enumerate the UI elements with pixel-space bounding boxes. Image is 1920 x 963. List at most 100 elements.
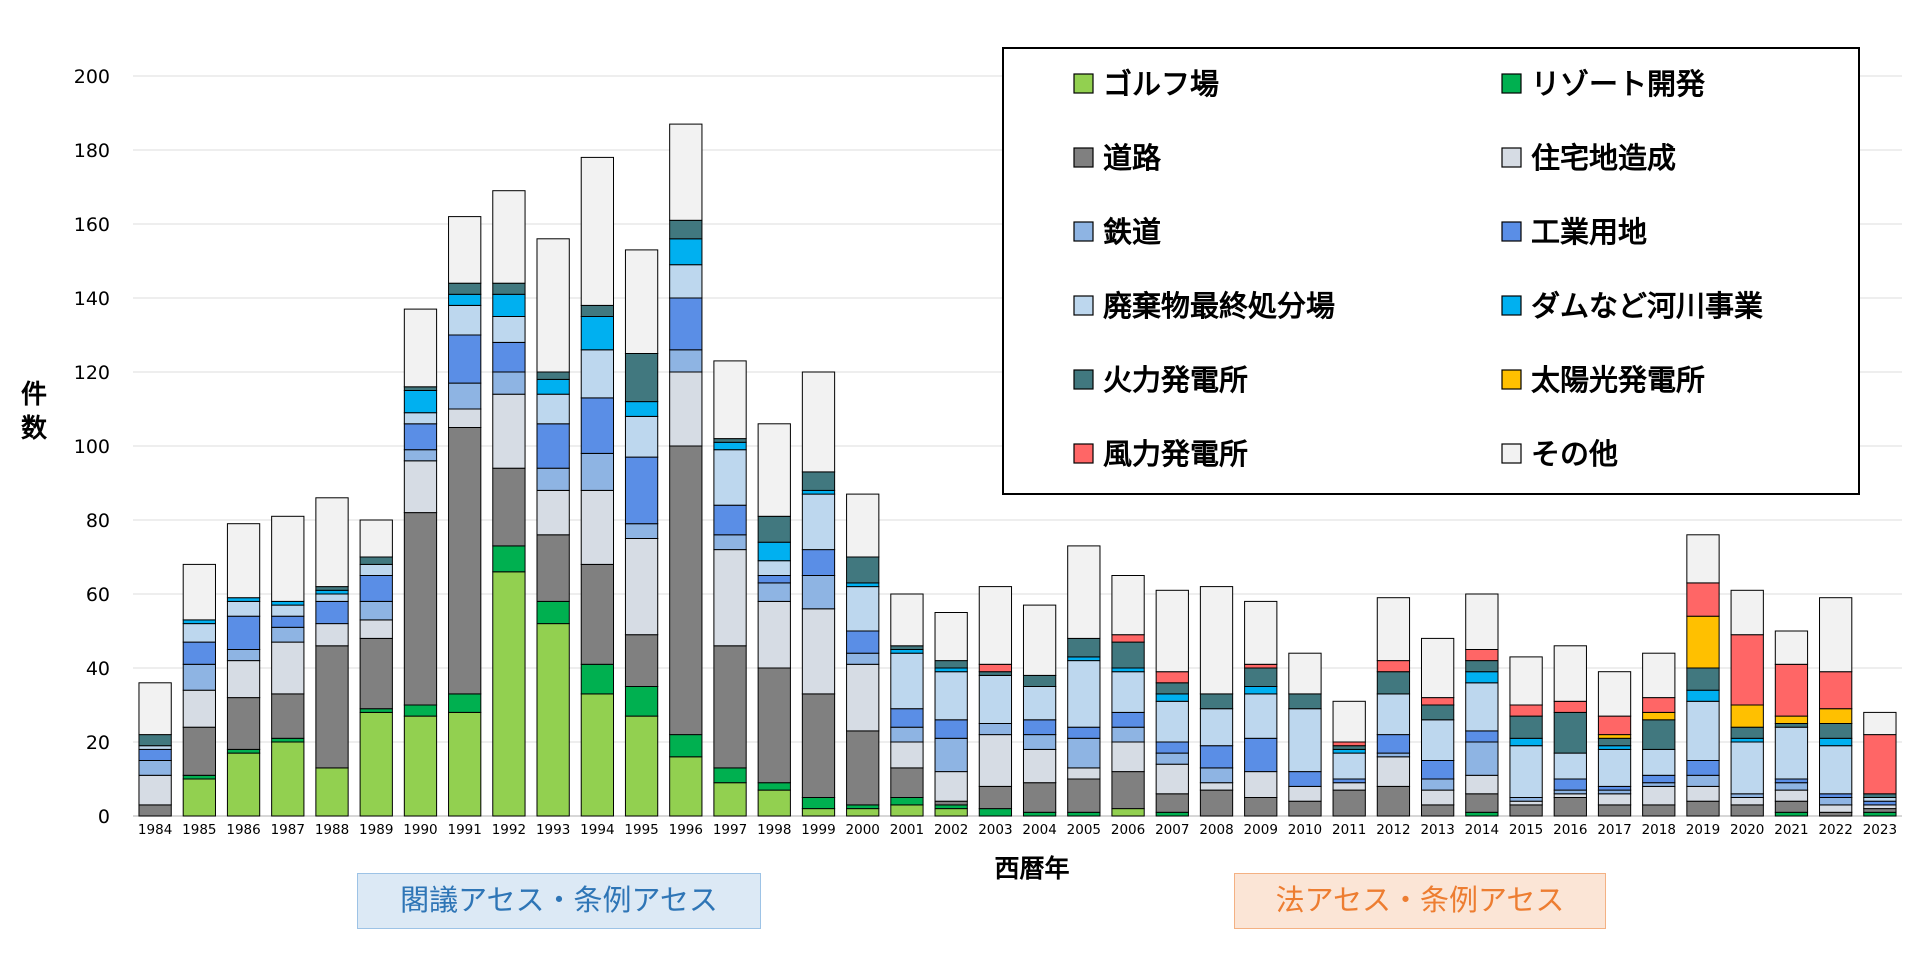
y-tick-label: 80	[86, 510, 110, 532]
legend-swatch	[1073, 295, 1094, 316]
bar-segment	[536, 534, 570, 602]
x-tick-label: 2008	[1199, 822, 1233, 838]
legend-swatch	[1073, 443, 1094, 464]
x-tick-label: 2002	[934, 822, 968, 838]
bar-segment	[271, 626, 305, 643]
bar-segment	[624, 401, 659, 417]
bar-segment	[448, 382, 482, 410]
bar-segment	[757, 515, 791, 543]
bar-segment	[492, 545, 526, 573]
x-tick-label: 2013	[1420, 822, 1454, 838]
bar-segment	[359, 575, 393, 602]
bar-segment	[934, 719, 968, 739]
bar-segment	[271, 604, 305, 617]
bar-segment	[1774, 663, 1809, 717]
legend-swatch	[1501, 443, 1522, 464]
bar-segment	[801, 471, 836, 491]
bar-segment	[182, 563, 216, 621]
bar-segment	[1597, 745, 1632, 750]
bar-segment	[359, 600, 393, 621]
bar-segment	[1819, 708, 1853, 725]
bar-segment	[182, 623, 216, 643]
bar-segment	[1730, 589, 1764, 636]
bar-segment	[1642, 804, 1676, 817]
bar-segment	[1332, 748, 1366, 754]
bar-segment	[403, 449, 438, 462]
x-tick-label: 1998	[757, 822, 791, 838]
bar-segment	[1553, 752, 1587, 780]
bar-segment	[492, 393, 526, 469]
bar-segment	[1819, 793, 1853, 798]
legend-label: 廃棄物最終処分場	[1103, 289, 1335, 323]
legend-swatch	[1501, 221, 1522, 242]
bar-segment	[1155, 693, 1189, 702]
bar-segment	[536, 600, 570, 625]
x-tick-label: 1990	[403, 822, 437, 838]
bar-segment	[1730, 797, 1764, 806]
bar-segment	[1465, 793, 1499, 813]
bar-segment	[801, 489, 836, 495]
bar-segment	[801, 608, 836, 695]
legend-swatch	[1073, 147, 1094, 168]
bar-segment	[226, 523, 261, 599]
bar-segment	[1686, 689, 1720, 702]
bar-segment	[1420, 760, 1455, 780]
bar-segment	[934, 671, 968, 721]
bar-segment	[1376, 597, 1411, 662]
x-tick-label: 1985	[182, 822, 216, 838]
bar-segment	[624, 634, 659, 688]
bar-segment	[182, 641, 216, 665]
bar-segment	[934, 804, 968, 810]
bar-segment	[448, 216, 482, 284]
bar-segment	[1067, 726, 1101, 739]
bar-segment	[1774, 789, 1809, 802]
bar-segment	[1376, 660, 1411, 673]
bar-segment	[1022, 782, 1057, 813]
x-tick-label: 2017	[1597, 822, 1631, 838]
bar-segment	[1553, 778, 1587, 791]
bar-segment	[1332, 782, 1366, 791]
bar-segment	[1686, 760, 1720, 776]
bar-segment	[1553, 793, 1587, 798]
bar-segment	[492, 282, 526, 295]
bar-segment	[580, 452, 615, 491]
bar-segment	[1420, 804, 1455, 817]
bar-segment	[1553, 797, 1587, 817]
y-tick-label: 180	[74, 140, 110, 162]
bar-segment	[1067, 767, 1101, 780]
bar-segment	[757, 423, 791, 517]
bar-segment	[801, 575, 836, 610]
bar-segment	[846, 730, 880, 806]
bar-segment	[934, 612, 968, 662]
bar-segment	[1509, 704, 1543, 717]
bar-segment	[1465, 660, 1499, 673]
bar-segment	[669, 264, 703, 299]
bar-segment	[580, 156, 615, 306]
x-tick-label: 2021	[1774, 822, 1808, 838]
legend-label: その他	[1531, 437, 1618, 471]
bar-segment	[1022, 748, 1057, 784]
bar-segment	[226, 697, 261, 750]
bar-segment	[1465, 774, 1499, 795]
bar-segment	[1420, 778, 1455, 791]
y-tick-label: 120	[74, 362, 110, 384]
bar-segment	[669, 756, 703, 817]
bar-segment	[580, 663, 615, 695]
bar-segment	[1420, 697, 1455, 706]
bar-segment	[1288, 785, 1322, 802]
y-tick-label: 0	[98, 806, 110, 828]
bar-segment	[1819, 797, 1853, 806]
bar-segment	[448, 408, 482, 428]
bar-segment	[1642, 719, 1676, 750]
bar-segment	[1819, 745, 1853, 795]
bar-segment	[890, 767, 924, 799]
x-tick-label: 2018	[1642, 822, 1676, 838]
bar-segment	[182, 778, 216, 817]
bar-segment	[890, 741, 924, 769]
x-tick-label: 2022	[1818, 822, 1852, 838]
bar-segment	[1642, 774, 1676, 784]
bar-segment	[1332, 741, 1366, 747]
bar-segment	[1111, 634, 1145, 643]
x-tick-label: 2009	[1244, 822, 1278, 838]
bar-segment	[1509, 656, 1543, 706]
